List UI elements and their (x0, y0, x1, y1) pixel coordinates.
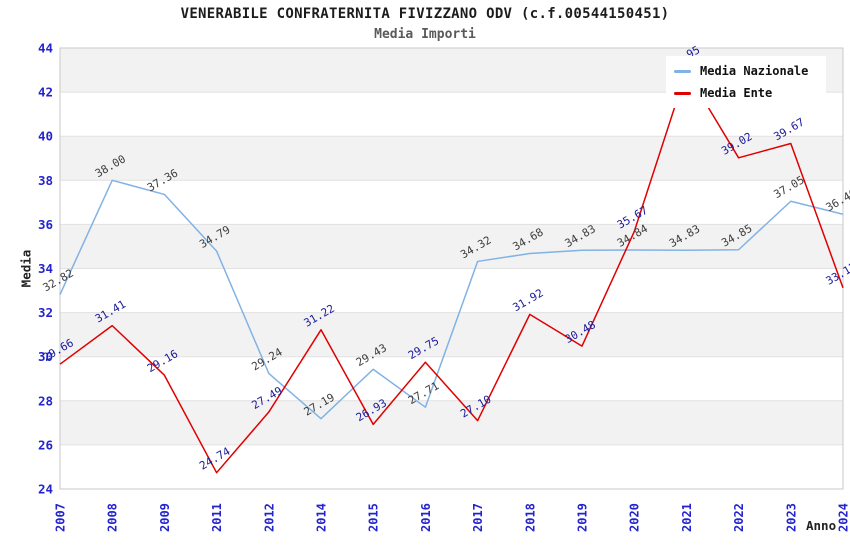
x-tick-label: 2014 (315, 503, 329, 532)
grid-band (60, 136, 843, 181)
legend-label: Media Nazionale (700, 64, 809, 78)
legend-swatch-media-nazionale-icon (674, 69, 691, 73)
x-axis-title: Anno (806, 518, 837, 533)
legend: Media Nazionale Media Ente (666, 56, 826, 108)
chart-subtitle: Media Importi (374, 27, 476, 42)
y-tick-label: 38 (38, 173, 53, 188)
point-label: 31.92 (510, 286, 545, 314)
x-tick-label: 2009 (158, 503, 172, 532)
y-tick-label: 40 (38, 129, 53, 144)
point-label: 36.46 (824, 186, 850, 214)
y-tick-label: 36 (38, 217, 53, 232)
x-tick-label: 2011 (210, 503, 224, 532)
x-tick-label: 2017 (471, 503, 485, 532)
chart-title: VENERABILE CONFRATERNITA FIVIZZANO ODV (… (180, 6, 670, 22)
y-tick-label: 34 (38, 261, 53, 276)
y-tick-label: 42 (38, 85, 53, 100)
y-tick-label: 30 (38, 349, 53, 364)
legend-label: Media Ente (700, 86, 773, 100)
x-tick-label: 2024 (837, 503, 850, 532)
y-tick-label: 24 (38, 482, 53, 497)
x-tick-label: 2018 (523, 503, 537, 532)
y-tick-label: 28 (38, 393, 53, 408)
grid-band (60, 224, 843, 269)
series-line-media-nazionale (59, 179, 844, 420)
grid-band (60, 400, 843, 445)
point-label: 29.66 (41, 336, 76, 364)
x-tick-label: 2023 (784, 503, 798, 532)
x-tick-label: 2007 (54, 503, 68, 532)
y-tick-label: 26 (38, 437, 53, 452)
plot-border (59, 47, 844, 490)
x-tick-label: 2020 (628, 503, 642, 532)
legend-item-media-nazionale: Media Nazionale (674, 60, 820, 82)
x-tick-label: 2012 (262, 503, 276, 532)
x-tick-label: 2008 (106, 503, 120, 532)
legend-swatch-media-ente-icon (674, 91, 691, 95)
y-axis-title: Media (18, 249, 34, 288)
x-tick-label: 2022 (732, 503, 746, 532)
x-tick-label: 2015 (367, 503, 381, 532)
x-tick-label: 2021 (680, 503, 694, 532)
series-line-media-ente (59, 70, 844, 474)
y-tick-label: 32 (38, 305, 53, 320)
legend-item-media-ente: Media Ente (674, 82, 820, 104)
y-tick-label: 44 (38, 41, 53, 56)
x-tick-label: 2019 (576, 503, 590, 532)
x-tick-label: 2016 (419, 503, 433, 532)
